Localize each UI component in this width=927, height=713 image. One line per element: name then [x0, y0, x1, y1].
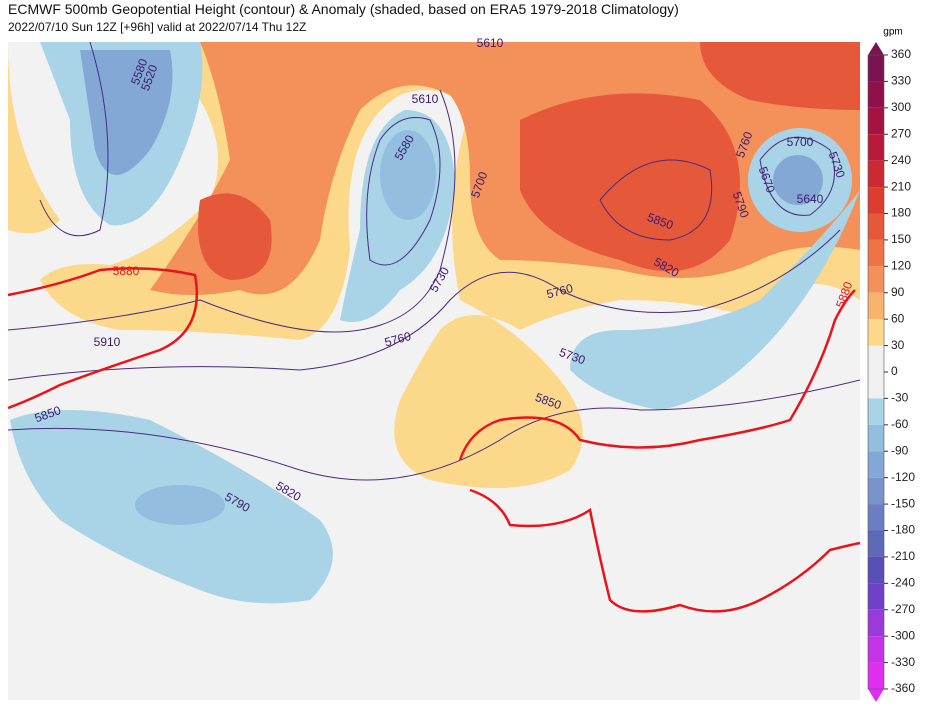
colorbar-band [868, 556, 884, 584]
colorbar-band [868, 636, 884, 663]
contour-label: 5760 [383, 329, 413, 350]
colorbar-tick-label: -240 [891, 576, 915, 590]
negative-anomaly [570, 190, 860, 410]
colorbar-band [868, 477, 884, 505]
colorbar-tick-label: -60 [891, 417, 909, 431]
colorbar-band [868, 662, 884, 689]
colorbar-tick-label: 30 [891, 338, 905, 352]
negative-anomaly [773, 155, 823, 205]
contour-label: 5760 [545, 281, 575, 302]
contour-label: 5610 [412, 92, 439, 106]
negative-anomaly [80, 50, 173, 175]
colorbar-tick-label: 300 [891, 100, 911, 114]
map [7, 41, 861, 700]
positive-anomaly [198, 193, 272, 280]
colorbar-tick-label: 90 [891, 285, 905, 299]
colorbar-extend-bottom [868, 689, 884, 702]
colorbar-band [868, 213, 884, 240]
colorbar-tick-label: 150 [891, 232, 911, 246]
colorbar-tick-label: -300 [891, 628, 915, 642]
colorbar-band [868, 55, 884, 82]
contour-label: 5610 [477, 36, 504, 50]
colorbar-band [868, 160, 884, 188]
colorbar-band [868, 530, 884, 557]
negative-anomaly [135, 485, 225, 525]
colorbar-band [868, 372, 884, 399]
colorbar-tick-label: -150 [891, 496, 915, 510]
colorbar-tick-label: -90 [891, 443, 909, 457]
height-contours [7, 41, 861, 481]
colorbar-tick-label: 240 [891, 153, 911, 167]
colorbar-band [868, 583, 884, 610]
colorbar-tick-label: -210 [891, 549, 915, 563]
colorbar-tick-label: -30 [891, 391, 909, 405]
colorbar-tick-label: 60 [891, 311, 905, 325]
title: ECMWF 500mb Geopotential Height (contour… [8, 1, 679, 17]
colorbar-band [868, 451, 884, 478]
colorbar-band [868, 609, 884, 637]
colorbar-band [868, 345, 884, 372]
positive-anomaly [8, 42, 60, 234]
colorbar-tick-label: 360 [891, 47, 911, 61]
colorbar-band [868, 239, 884, 267]
colorbar-tick-label: -270 [891, 602, 915, 616]
colorbar-band [868, 398, 884, 425]
colorbar-tick-label: 270 [891, 126, 911, 140]
colorbar-tick-label: 210 [891, 179, 911, 193]
colorbar-tick-label: -120 [891, 470, 915, 484]
colorbar-band [868, 107, 884, 135]
contour-5880 [7, 267, 861, 613]
positive-anomaly [700, 42, 860, 110]
contour-label: 5640 [797, 192, 824, 206]
colorbar-tick-label: -360 [891, 681, 915, 695]
colorbar-tick-label: -180 [891, 523, 915, 537]
colorbar-band [868, 504, 884, 531]
colorbar-band [868, 81, 884, 108]
colorbar-band [868, 424, 884, 452]
contour-label: 5910 [94, 335, 121, 349]
colorbar-band [868, 266, 884, 293]
subtitle: 2022/07/10 Sun 12Z [+96h] valid at 2022/… [8, 20, 306, 34]
colorbar-band [868, 292, 884, 320]
colorbar-tick-label: 330 [891, 74, 911, 88]
colorbar-tick-label: 120 [891, 259, 911, 273]
positive-anomaly [520, 93, 740, 272]
colorbar-band [868, 319, 884, 346]
colorbar-extend-top [868, 42, 884, 55]
negative-anomaly [380, 130, 436, 220]
colorbar-band [868, 187, 884, 214]
contour-label: 5880 [113, 264, 140, 278]
colorbar-tick-label: 0 [891, 364, 898, 378]
colorbar-band [868, 134, 884, 161]
contour-label: 5700 [787, 135, 814, 149]
colorbar-tick-label: -330 [891, 655, 915, 669]
colorbar-unit: gpm [883, 27, 902, 38]
colorbar-tick-label: 180 [891, 206, 911, 220]
